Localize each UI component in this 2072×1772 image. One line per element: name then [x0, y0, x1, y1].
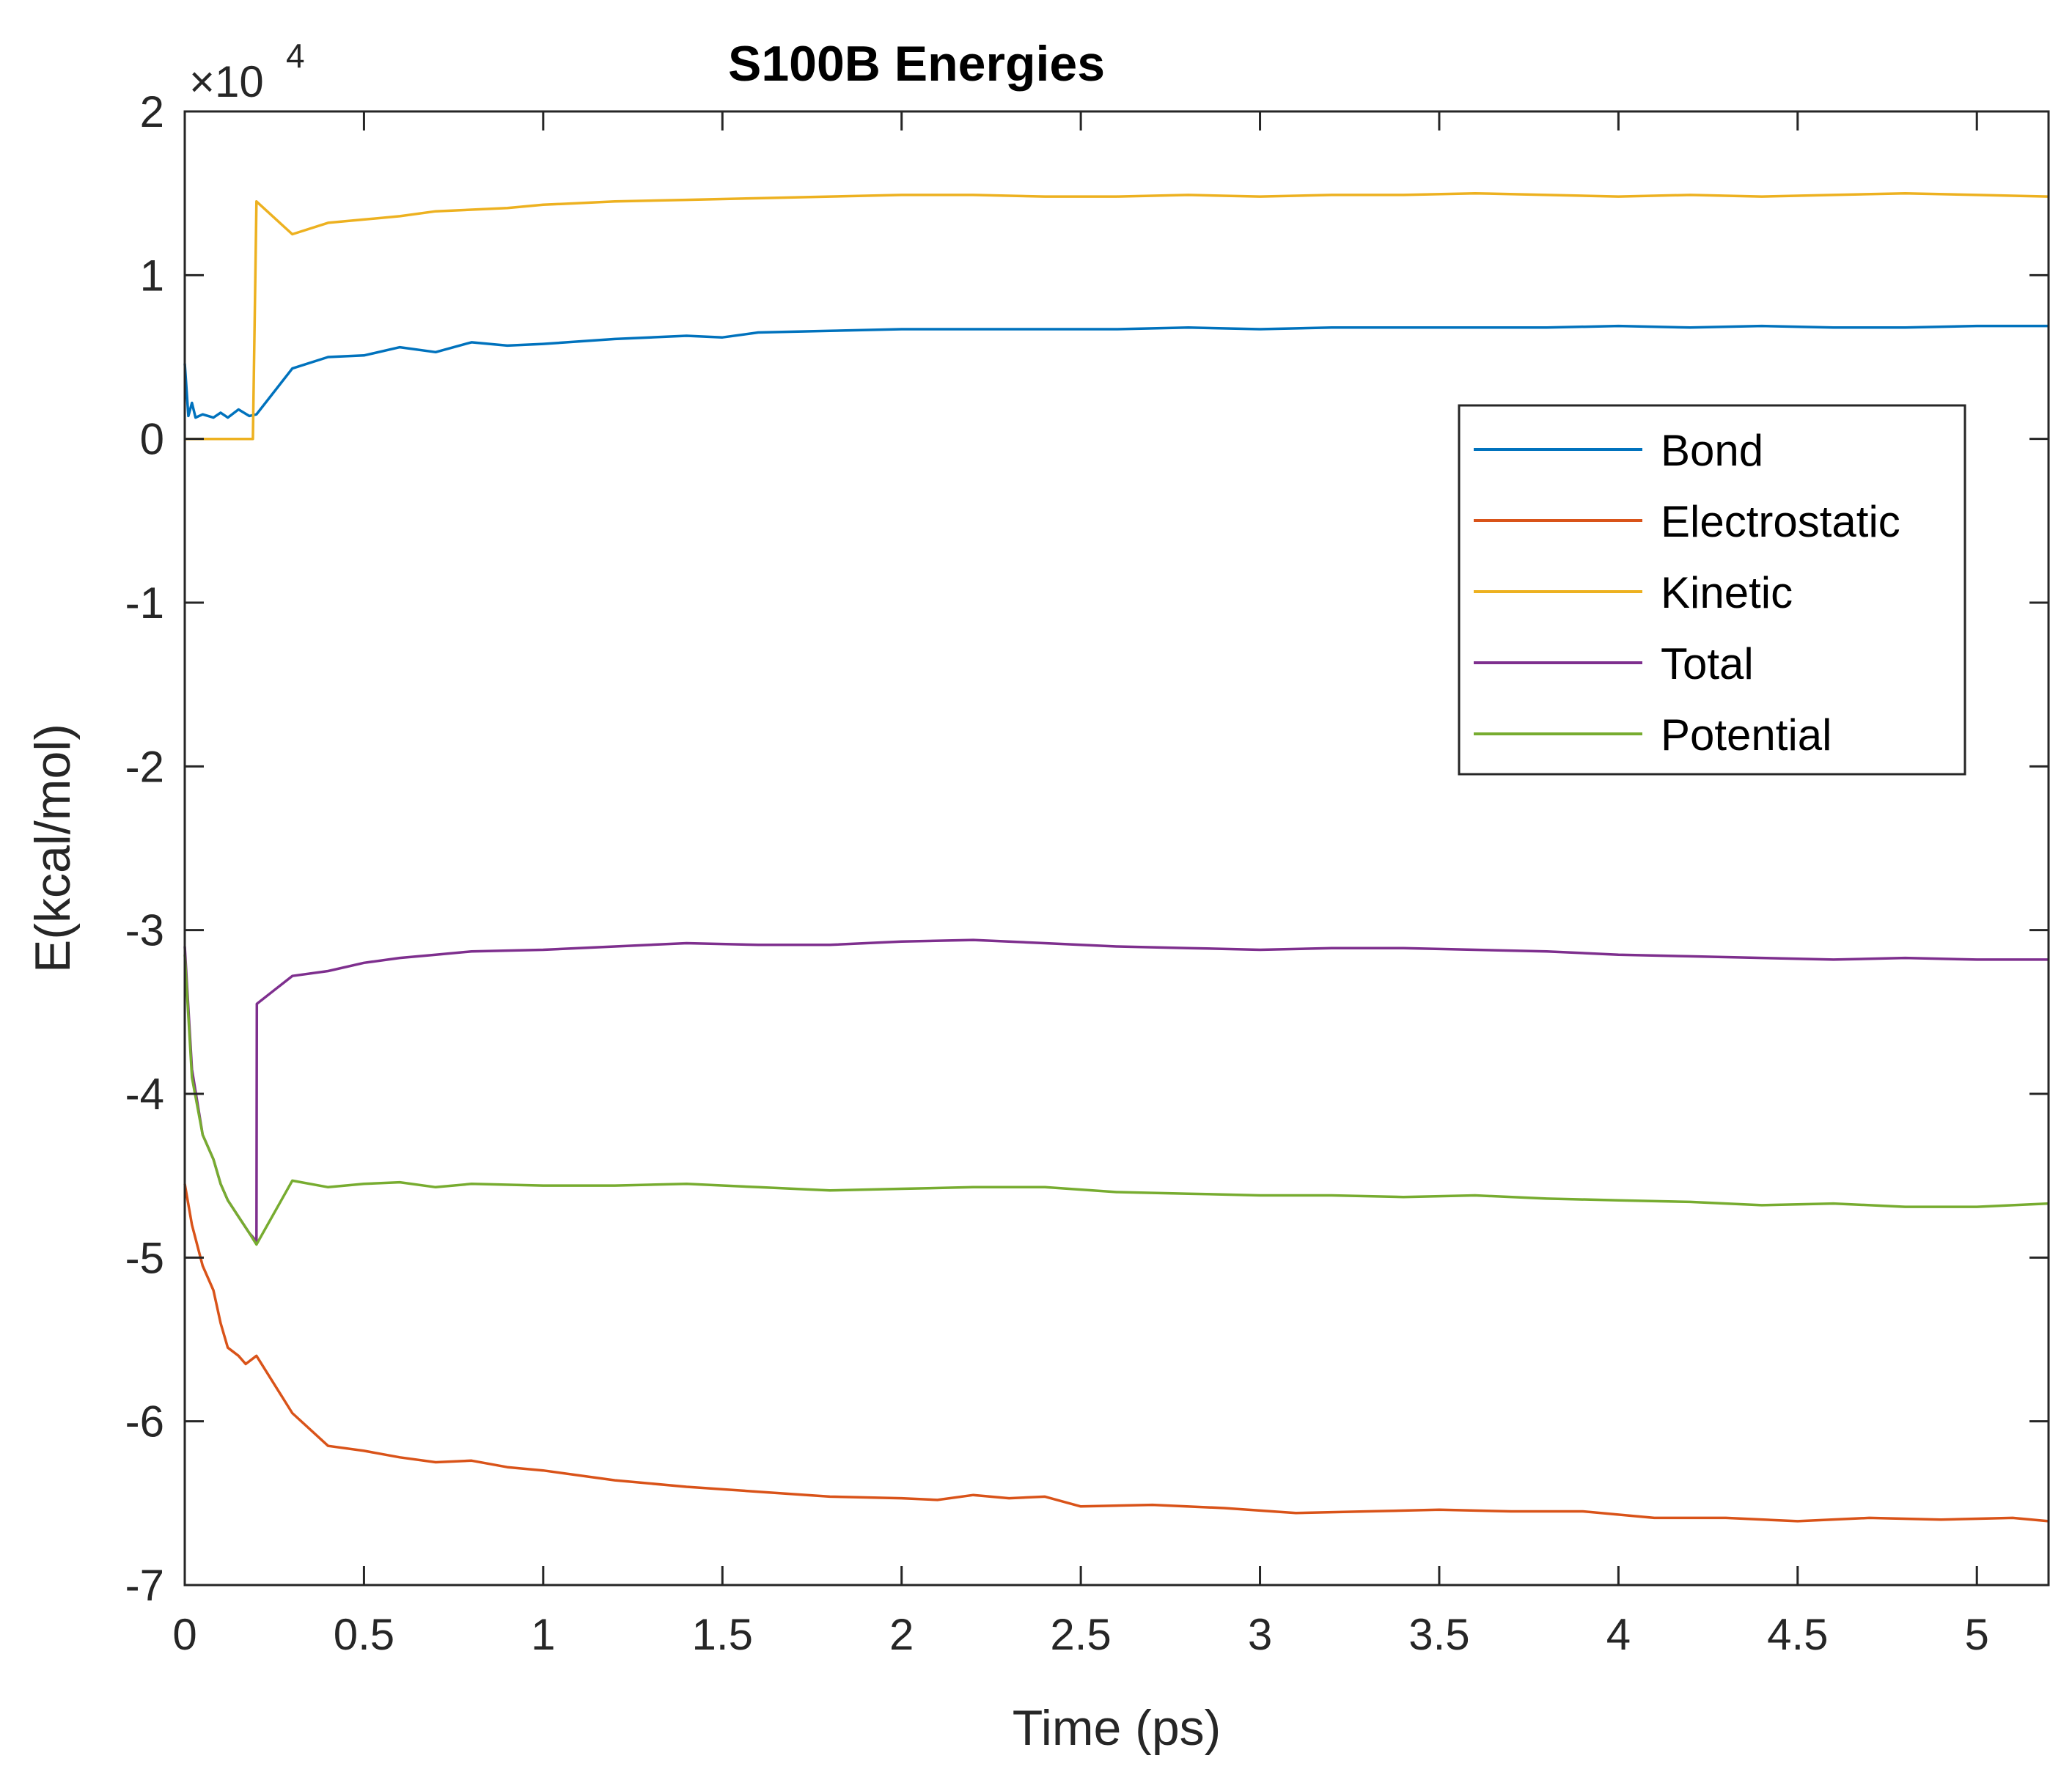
- y-tick-label: -2: [125, 742, 164, 791]
- series-line-bond: [183, 324, 2049, 419]
- x-tick-label: 2.5: [1050, 1610, 1111, 1659]
- series-line-potential: [183, 955, 2049, 1246]
- y-tick-label: -6: [125, 1397, 164, 1446]
- legend-label-kinetic: Kinetic: [1661, 568, 1793, 617]
- y-tick-label: 0: [140, 415, 164, 464]
- legend-label-potential: Potential: [1661, 710, 1832, 760]
- x-tick-label: 2: [889, 1610, 914, 1659]
- y-axis-label: E(kcal/mol): [25, 724, 81, 973]
- x-tick-label: 5: [1965, 1610, 1989, 1659]
- ticks-layer: 0 0.5 1 1.5 2 2.5 3 3.5 4 4.5 5 2 1 0 -1 -2 -3 -4 -5 -6 -7: [125, 87, 2049, 1659]
- x-tick-label: 0: [172, 1610, 196, 1659]
- y-tick-label: 1: [140, 251, 164, 300]
- y-tick-label: -4: [125, 1070, 164, 1119]
- series-layer: [183, 191, 2049, 1523]
- series-line-electrostatic: [183, 1183, 2049, 1523]
- axes-box: [183, 110, 2050, 1587]
- plot-area: [185, 111, 2049, 1585]
- y-tick-label: -3: [125, 906, 164, 955]
- legend: Bond Electrostatic Kinetic Total Potential: [1458, 404, 1966, 776]
- y-tick-label: -1: [125, 578, 164, 628]
- y-tick-label: 2: [140, 87, 164, 136]
- x-tick-label: 3.5: [1408, 1610, 1469, 1659]
- y-tick-label: -5: [125, 1233, 164, 1282]
- x-axis-label: Time (ps): [1013, 1700, 1221, 1756]
- legend-label-electrostatic: Electrostatic: [1661, 497, 1900, 546]
- y-tick-label: -7: [125, 1561, 164, 1610]
- x-tick-label: 1: [531, 1610, 555, 1659]
- legend-box: [1458, 404, 1966, 776]
- y-exponent-power: 4: [286, 37, 305, 75]
- x-tick-label: 4.5: [1767, 1610, 1828, 1659]
- x-tick-label: 3: [1248, 1610, 1272, 1659]
- legend-label-total: Total: [1661, 639, 1754, 688]
- y-exponent: ×10 4: [189, 37, 305, 106]
- x-tick-label: 4: [1606, 1610, 1631, 1659]
- series-line-kinetic: [185, 191, 2049, 441]
- x-tick-label: 1.5: [692, 1610, 753, 1659]
- chart-title: S100B Energies: [728, 36, 1105, 92]
- legend-label-bond: Bond: [1661, 426, 1763, 475]
- y-exponent-base: ×10: [189, 57, 264, 106]
- x-tick-label: 0.5: [334, 1610, 394, 1659]
